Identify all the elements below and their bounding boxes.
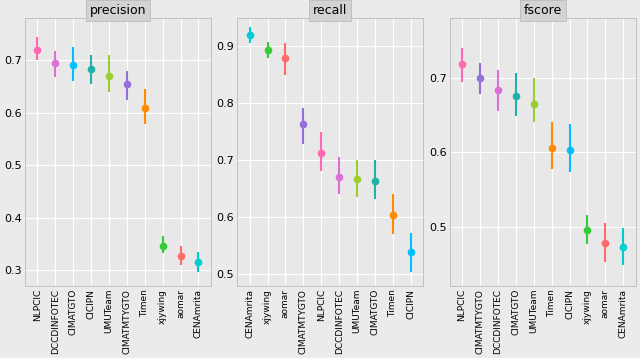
Title: fscore: fscore xyxy=(524,4,562,17)
Title: precision: precision xyxy=(90,4,146,17)
Title: recall: recall xyxy=(313,4,348,17)
